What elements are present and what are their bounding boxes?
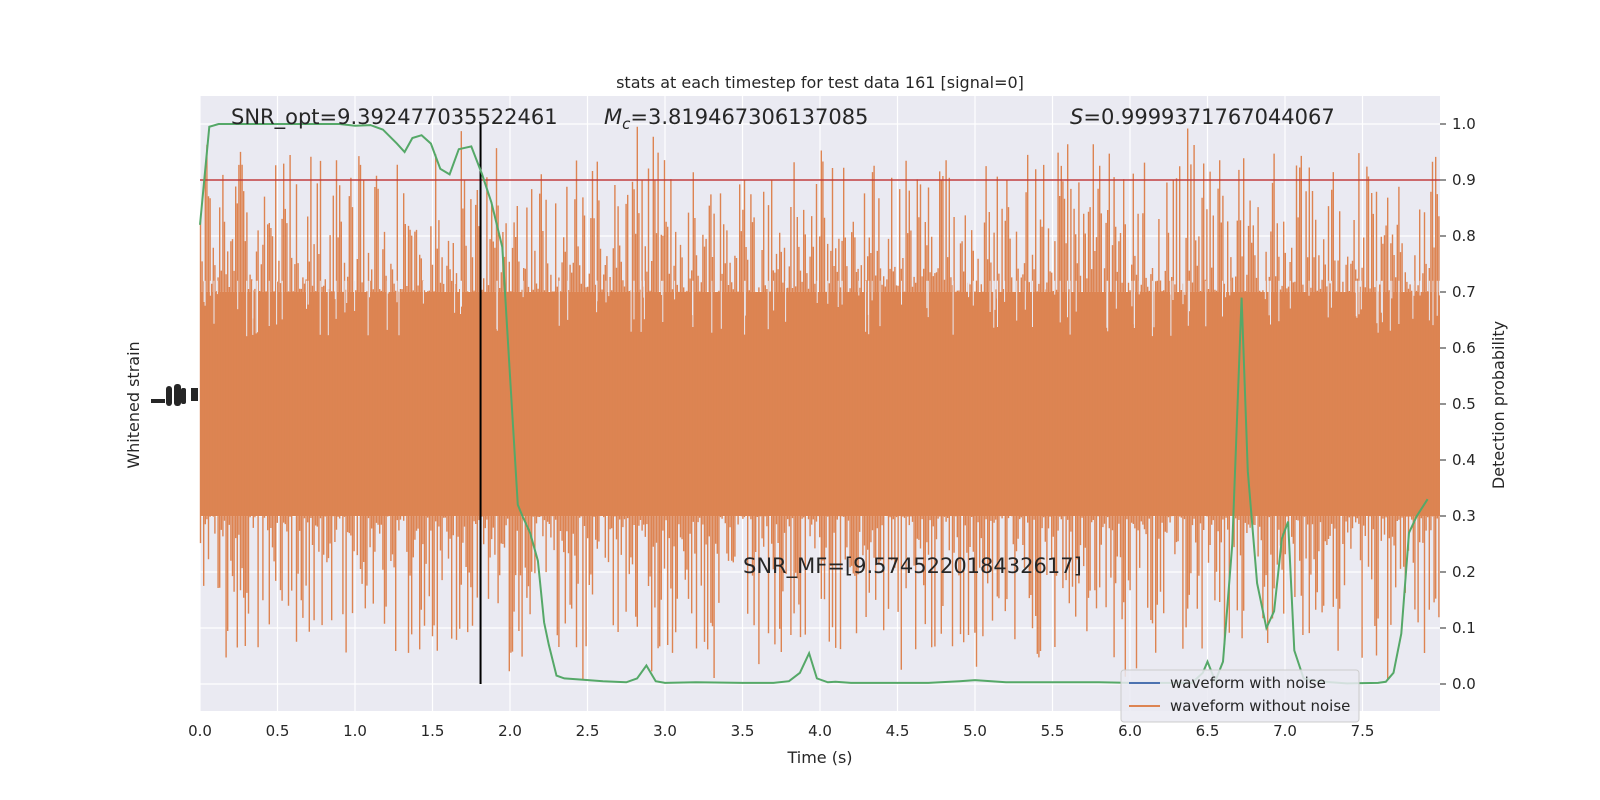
right-tick-label: 0.5 (1452, 395, 1476, 413)
x-axis-ticks: 0.0 0.5 1.0 1.5 2.0 2.5 3.0 3.5 4.0 4.5 5.0 5.5 6.0 6… (188, 722, 1374, 740)
x-tick-label: 4.0 (808, 722, 832, 740)
right-axis-ticks: 0.0 0.1 0.2 0.3 0.4 0.5 0.6 0.7 0.8 0.9 1.0 (1440, 115, 1476, 693)
x-tick-label: 3.5 (731, 722, 755, 740)
legend-label-without-noise: waveform without noise (1170, 697, 1350, 715)
right-tick-label: 0.9 (1452, 171, 1476, 189)
x-tick-label: 7.0 (1273, 722, 1297, 740)
right-tick-label: 0.4 (1452, 451, 1476, 469)
x-tick-label: 1.5 (421, 722, 445, 740)
x-tick-label: 3.0 (653, 722, 677, 740)
legend: waveform with noise waveform without noi… (1120, 669, 1360, 723)
waveform-without-noise-spikes (199, 126, 1440, 680)
right-tick-label: 0.6 (1452, 339, 1476, 357)
snr-opt-annotation: SNR_opt=9.392477035522461 (231, 105, 558, 130)
x-axis-label: Time (s) (786, 748, 852, 767)
left-axis-label: Whitened strain (124, 341, 143, 468)
snr-mf-annotation: SNR_MF=[9.574522018432617] (743, 554, 1082, 579)
right-tick-label: 0.3 (1452, 507, 1476, 525)
x-tick-label: 7.5 (1351, 722, 1375, 740)
x-tick-label: 1.0 (343, 722, 367, 740)
x-tick-label: 5.5 (1041, 722, 1065, 740)
right-tick-label: 0.0 (1452, 675, 1476, 693)
right-tick-label: 0.2 (1452, 563, 1476, 581)
x-tick-label: 2.5 (576, 722, 600, 740)
chart-title: stats at each timestep for test data 161… (616, 73, 1024, 92)
x-tick-label: 5.0 (963, 722, 987, 740)
right-tick-label: 0.7 (1452, 283, 1476, 301)
left-axis-tick-marks (151, 384, 198, 406)
x-tick-label: 6.0 (1118, 722, 1142, 740)
x-tick-label: 2.0 (498, 722, 522, 740)
right-tick-label: 0.8 (1452, 227, 1476, 245)
s-annotation: S=0.9999371767044067 (1070, 105, 1335, 129)
legend-box (1120, 669, 1360, 723)
x-tick-label: 0.0 (188, 722, 212, 740)
right-tick-label: 0.1 (1452, 619, 1476, 637)
x-tick-label: 6.5 (1196, 722, 1220, 740)
right-axis-label: Detection probability (1489, 321, 1508, 489)
right-tick-label: 1.0 (1452, 115, 1476, 133)
chirp-mass-annotation: Mc=3.819467306137085 (604, 105, 868, 133)
x-tick-label: 4.5 (886, 722, 910, 740)
legend-label-with-noise: waveform with noise (1170, 674, 1326, 692)
detection-probability-line (199, 123, 1429, 685)
x-tick-label: 0.5 (266, 722, 290, 740)
